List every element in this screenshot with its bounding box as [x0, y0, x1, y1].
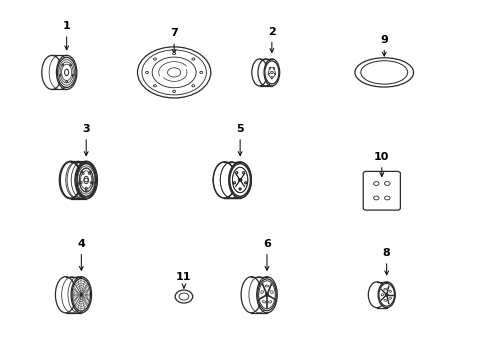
Text: 4: 4: [77, 239, 85, 270]
Ellipse shape: [77, 164, 96, 196]
Ellipse shape: [57, 58, 76, 87]
Text: 5: 5: [236, 124, 244, 156]
Text: 10: 10: [374, 152, 390, 176]
Ellipse shape: [265, 285, 269, 287]
Ellipse shape: [230, 164, 250, 196]
Text: 1: 1: [63, 21, 71, 50]
Circle shape: [153, 85, 156, 87]
Ellipse shape: [361, 61, 408, 84]
Circle shape: [172, 90, 175, 93]
Ellipse shape: [265, 61, 279, 84]
Text: 7: 7: [171, 28, 178, 53]
Ellipse shape: [230, 164, 250, 196]
Ellipse shape: [389, 297, 392, 299]
Ellipse shape: [268, 301, 272, 303]
Circle shape: [175, 290, 193, 303]
Text: 3: 3: [82, 124, 90, 156]
Ellipse shape: [262, 301, 266, 303]
Ellipse shape: [384, 300, 387, 301]
Ellipse shape: [381, 294, 384, 296]
Ellipse shape: [258, 279, 276, 311]
Text: 2: 2: [268, 27, 276, 53]
Ellipse shape: [384, 288, 387, 290]
Ellipse shape: [76, 163, 97, 197]
Circle shape: [179, 293, 189, 300]
Circle shape: [192, 85, 195, 87]
Circle shape: [200, 71, 203, 73]
Circle shape: [153, 58, 156, 60]
FancyBboxPatch shape: [363, 171, 400, 210]
Ellipse shape: [355, 58, 414, 87]
Ellipse shape: [72, 279, 91, 311]
Text: 11: 11: [176, 272, 192, 288]
Ellipse shape: [389, 290, 392, 292]
Ellipse shape: [138, 47, 211, 98]
Ellipse shape: [270, 291, 273, 293]
Text: 9: 9: [380, 35, 388, 56]
Ellipse shape: [379, 283, 394, 306]
Circle shape: [172, 53, 175, 55]
Ellipse shape: [261, 291, 264, 293]
Text: 8: 8: [383, 248, 391, 275]
Circle shape: [146, 71, 148, 73]
Circle shape: [192, 58, 195, 60]
Text: 6: 6: [263, 239, 271, 270]
